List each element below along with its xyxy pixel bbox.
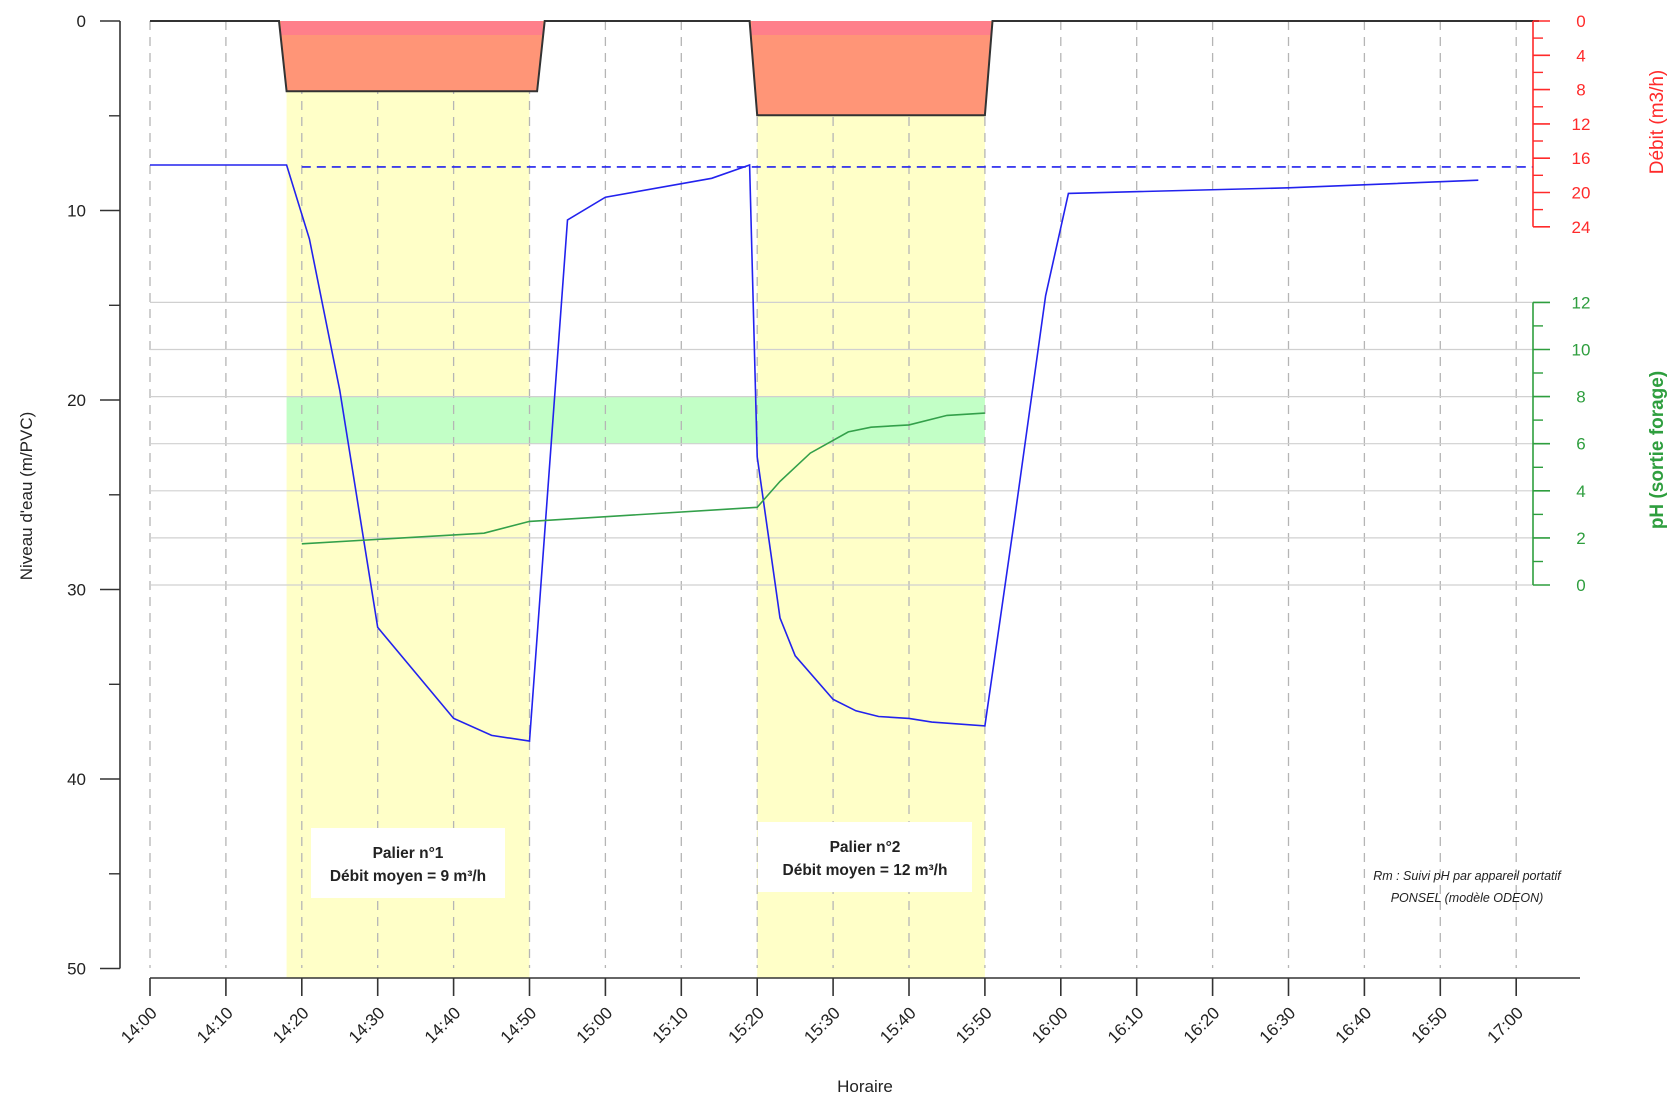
x-tick-label: 14:20: [269, 1003, 313, 1047]
palier-label-2: Palier n°2 Débit moyen = 12 m³/h: [758, 822, 972, 892]
debit-series: [150, 20, 1539, 117]
x-axis-title: Horaire: [837, 1077, 893, 1096]
y-debit-tick-label: 12: [1572, 115, 1591, 134]
y-ph-tick-label: 2: [1576, 529, 1585, 548]
y-ph-axis-title: pH (sortie forage): [1647, 371, 1668, 529]
palier-label-1: Palier n°1 Débit moyen = 9 m³/h: [311, 828, 505, 898]
y-left-tick-label: 30: [67, 581, 86, 600]
x-tick-label: 14:40: [421, 1003, 465, 1047]
x-tick-label: 16:40: [1332, 1003, 1376, 1047]
palier-label-box: [311, 828, 505, 898]
note-line: PONSEL (modèle ODEON): [1391, 891, 1544, 905]
debit-area-top: [751, 21, 991, 35]
palier-title: Palier n°2: [830, 839, 901, 856]
x-tick-label: 16:30: [1256, 1003, 1300, 1047]
x-tick-label: 16:00: [1028, 1003, 1072, 1047]
y-debit-tick-label: 0: [1576, 12, 1585, 31]
y-debit-tick-label: 8: [1576, 81, 1585, 100]
y-ph-tick-label: 8: [1576, 388, 1585, 407]
y-debit-axis-title: Débit (m3/h): [1647, 70, 1668, 175]
y-ph-tick-label: 0: [1576, 576, 1585, 595]
y-ph-tick-label: 12: [1572, 293, 1591, 312]
y-debit-tick-label: 20: [1572, 184, 1591, 203]
y-debit-tick-label: 4: [1576, 46, 1585, 65]
x-tick-label: 16:20: [1180, 1003, 1224, 1047]
y-ph-tick-label: 6: [1576, 435, 1585, 454]
x-tick-label: 16:50: [1408, 1003, 1452, 1047]
y-left-axis-title: Niveau d'eau (m/PVC): [17, 412, 36, 581]
x-tick-label: 15:00: [573, 1003, 617, 1047]
ph-line: [301, 412, 985, 545]
y-ph-tick-label: 10: [1572, 341, 1591, 360]
y-debit-tick-label: 24: [1572, 218, 1591, 237]
x-tick-label: 15:20: [725, 1003, 769, 1047]
palier-label-box: [758, 822, 972, 892]
x-tick-label: 17:00: [1484, 1003, 1528, 1047]
y-debit-tick-label: 16: [1572, 149, 1591, 168]
debit-area-top: [281, 21, 543, 35]
y-left-tick-label: 0: [77, 12, 86, 31]
debit-area: [279, 21, 545, 92]
palier-title: Palier n°1: [373, 845, 444, 862]
palier-subtitle: Débit moyen = 12 m³/h: [783, 862, 948, 879]
water-level-series: [150, 163, 1479, 743]
debit-line: [150, 20, 1539, 117]
y-left-tick-label: 10: [67, 202, 86, 221]
ph-series: [301, 412, 985, 545]
y-left-tick-label: 50: [67, 960, 86, 979]
grid-lines: [149, 21, 1533, 968]
debit-area: [749, 21, 993, 116]
x-tick-label: 15:50: [952, 1003, 996, 1047]
x-tick-label: 14:30: [345, 1003, 389, 1047]
x-tick-label: 14:50: [497, 1003, 541, 1047]
y-left-tick-label: 40: [67, 770, 86, 789]
y-left-tick-label: 20: [67, 391, 86, 410]
x-tick-label: 14:10: [193, 1003, 237, 1047]
x-tick-label: 14:00: [117, 1003, 161, 1047]
note-line: Rm : Suivi pH par appareil portatif: [1373, 869, 1562, 883]
x-tick-label: 15:30: [800, 1003, 844, 1047]
ph-band: [286, 396, 985, 444]
water-level-line: [150, 163, 1479, 743]
y-ph-tick-label: 4: [1576, 482, 1585, 501]
x-tick-label: 15:10: [649, 1003, 693, 1047]
x-tick-label: 16:10: [1104, 1003, 1148, 1047]
annotations: Palier n°1 Débit moyen = 9 m³/h Palier n°2…: [311, 822, 1562, 905]
palier-subtitle: Débit moyen = 9 m³/h: [330, 868, 486, 885]
x-tick-label: 15:40: [876, 1003, 920, 1047]
